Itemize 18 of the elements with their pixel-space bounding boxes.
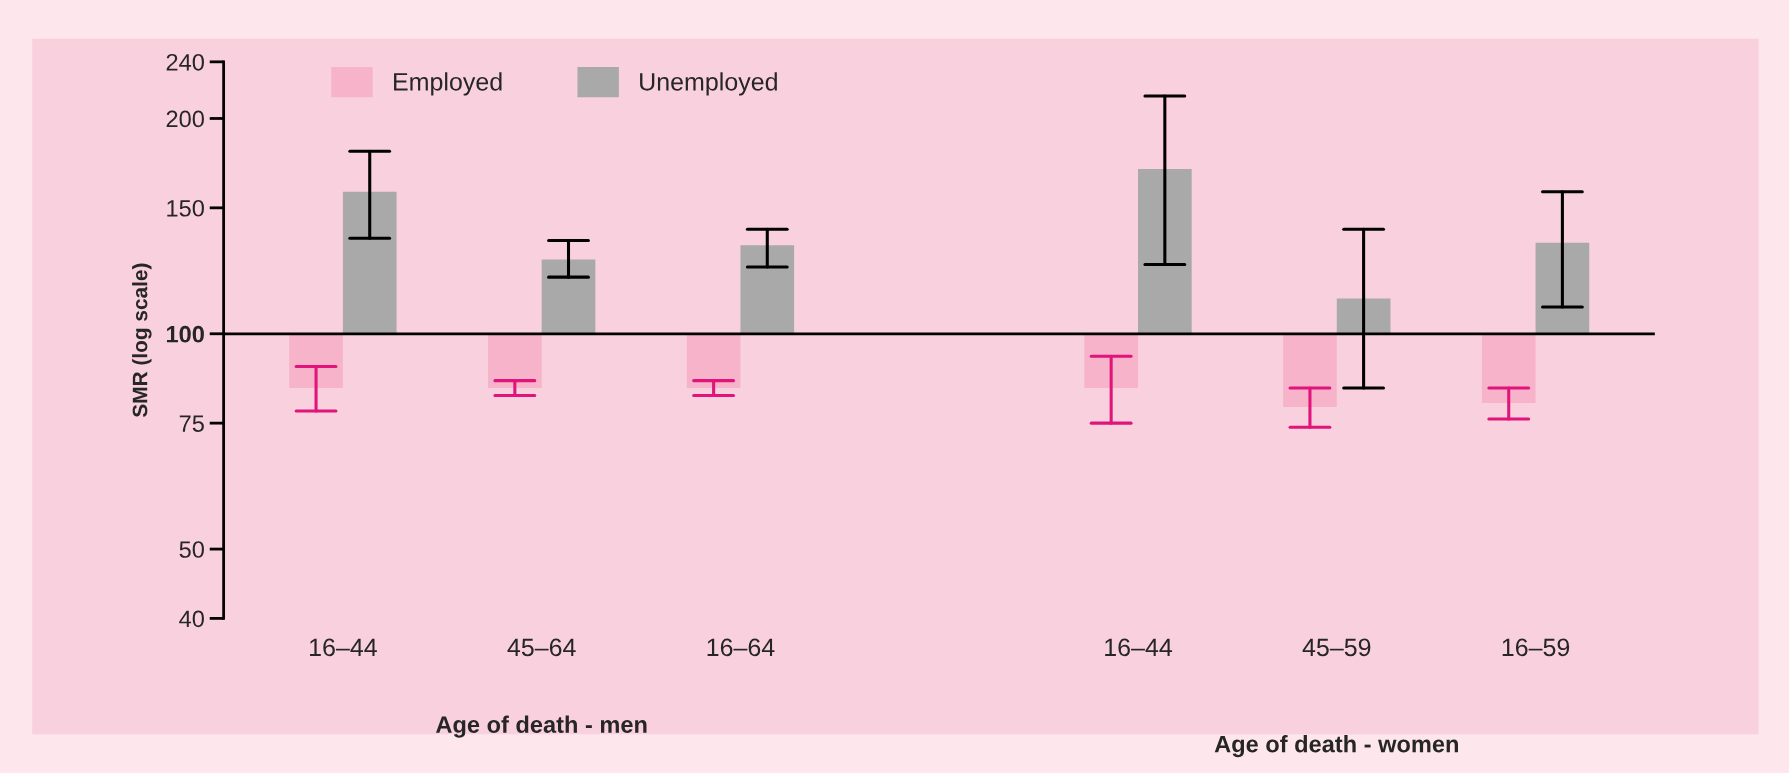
y-tick-label: 200 [166, 110, 204, 128]
x-tick-label: 16–64 [707, 638, 775, 657]
y-tick-label: 100 [166, 325, 204, 343]
x-tick-label: 16–44 [310, 638, 377, 657]
y-tick-label: 75 [179, 415, 204, 432]
x-tick-label: 45–64 [507, 638, 576, 657]
legend-label: Employed [394, 72, 502, 96]
y-tick-label: 240 [166, 53, 204, 71]
legend-label: Unemployed [640, 72, 777, 96]
y-tick-label: 150 [167, 199, 204, 217]
x-tick-label: 16–59 [1502, 638, 1570, 657]
text: Age of death - men [436, 715, 647, 738]
y-tick-label: 40 [179, 610, 204, 628]
y-tick-label: 50 [179, 541, 204, 558]
x-tick-label: 45–59 [1302, 638, 1371, 657]
x-tick-label: 16–44 [1105, 638, 1173, 657]
text: Age of death - women [1214, 735, 1458, 758]
y-axis-title: SMR (log scale) [132, 263, 152, 418]
